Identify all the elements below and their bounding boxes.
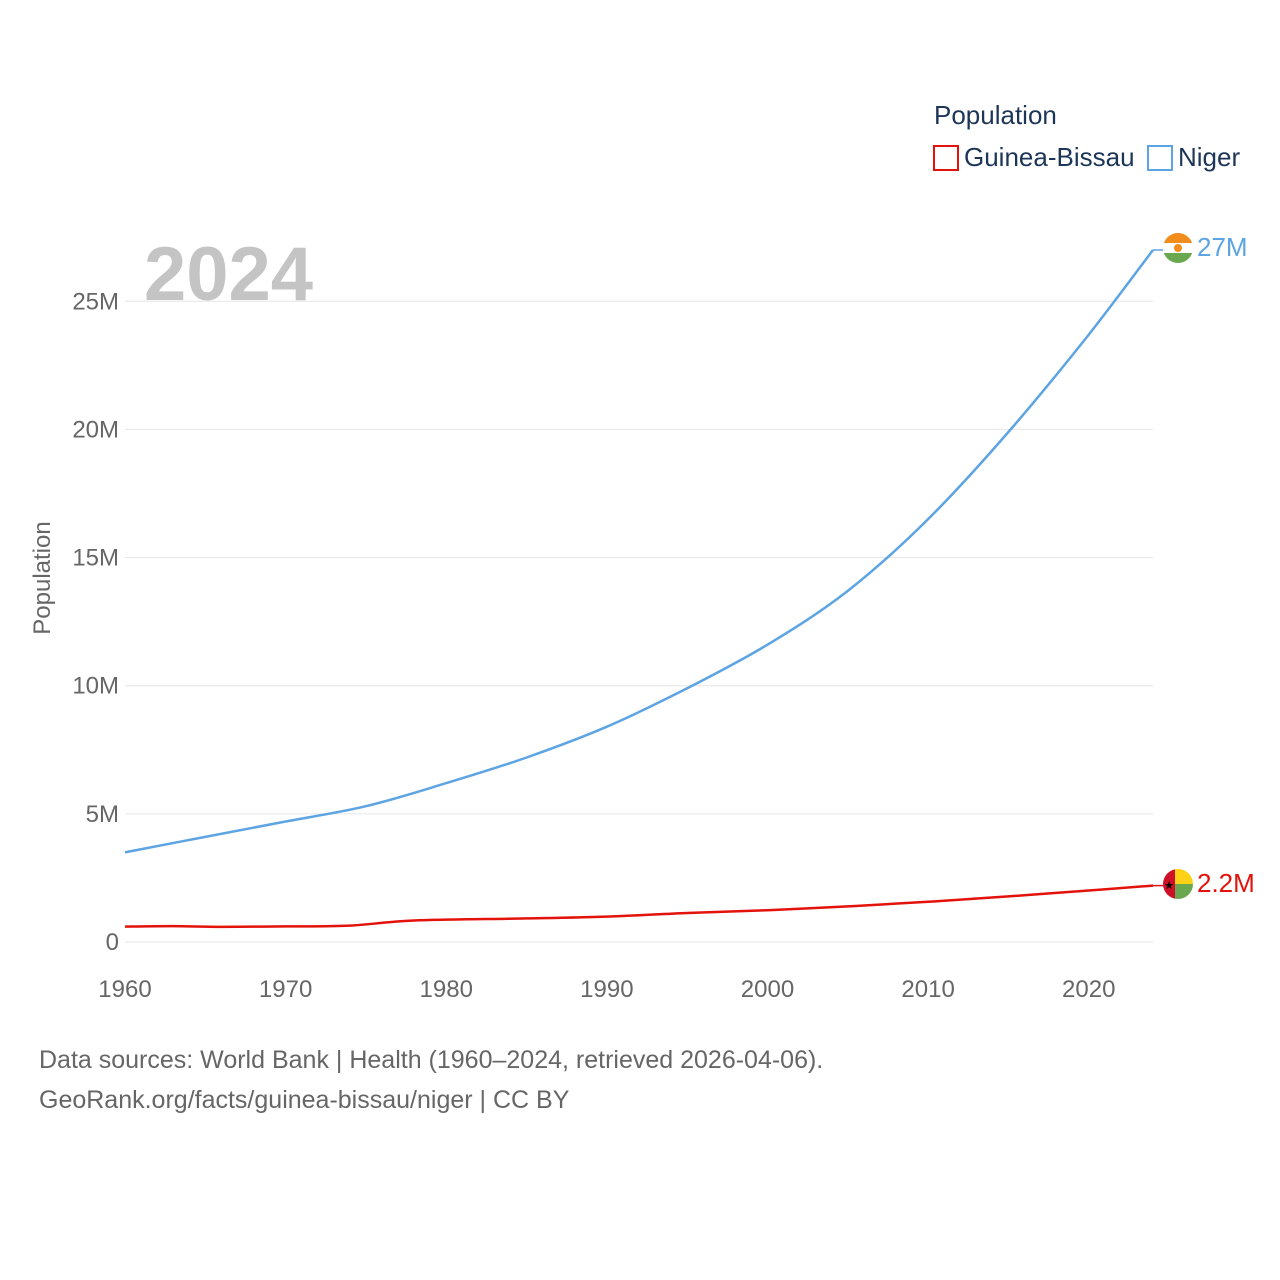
source-footer: Data sources: World Bank | Health (1960–…: [39, 1040, 823, 1120]
series-line-guinea-bissau[interactable]: [124, 884, 1154, 929]
y-tick-label: 15M: [72, 545, 119, 572]
x-tick-label: 1960: [98, 976, 151, 1003]
url-line[interactable]: GeoRank.org/facts/guinea-bissau/niger | …: [39, 1086, 570, 1114]
svg-text:★: ★: [1164, 880, 1174, 892]
series-line-niger[interactable]: [124, 249, 1154, 854]
year-watermark: 2024: [144, 232, 313, 317]
y-tick-label: 5M: [86, 801, 119, 828]
x-tick-label: 2010: [901, 976, 954, 1003]
legend-label-guinea-bissau[interactable]: Guinea-Bissau: [964, 142, 1135, 172]
series-lines: [124, 249, 1163, 929]
x-tick-label: 2020: [1062, 976, 1115, 1003]
niger-flag-icon: [1163, 233, 1193, 263]
y-tick-label: 10M: [72, 673, 119, 700]
legend-swatch-guinea-bissau[interactable]: [933, 145, 959, 171]
legend: Population Guinea-Bissau Niger: [933, 100, 1240, 172]
legend-swatch-niger[interactable]: [1147, 145, 1173, 171]
legend-title: Population: [934, 100, 1057, 130]
niger-end-value-label: 27M: [1197, 232, 1248, 262]
gridlines: [125, 300, 1153, 943]
y-tick-label: 25M: [72, 288, 119, 315]
x-tick-label: 2000: [741, 976, 794, 1003]
y-axis-ticks: 0 5M 10M 15M 20M 25M: [72, 288, 119, 956]
y-tick-label: 0: [106, 929, 119, 956]
y-tick-label: 20M: [72, 416, 119, 443]
guinea-bissau-end-value-label: 2.2M: [1197, 868, 1255, 898]
guinea-bissau-flag-icon: ★: [1163, 869, 1193, 899]
x-tick-label: 1970: [259, 976, 312, 1003]
legend-label-niger[interactable]: Niger: [1178, 142, 1240, 172]
x-tick-label: 1980: [420, 976, 473, 1003]
x-axis-ticks: 1960 1970 1980 1990 2000 2010 2020: [98, 976, 1115, 1003]
source-line: Data sources: World Bank | Health (1960–…: [39, 1046, 824, 1074]
x-tick-label: 1990: [580, 976, 633, 1003]
y-axis-title: Population: [29, 521, 56, 634]
